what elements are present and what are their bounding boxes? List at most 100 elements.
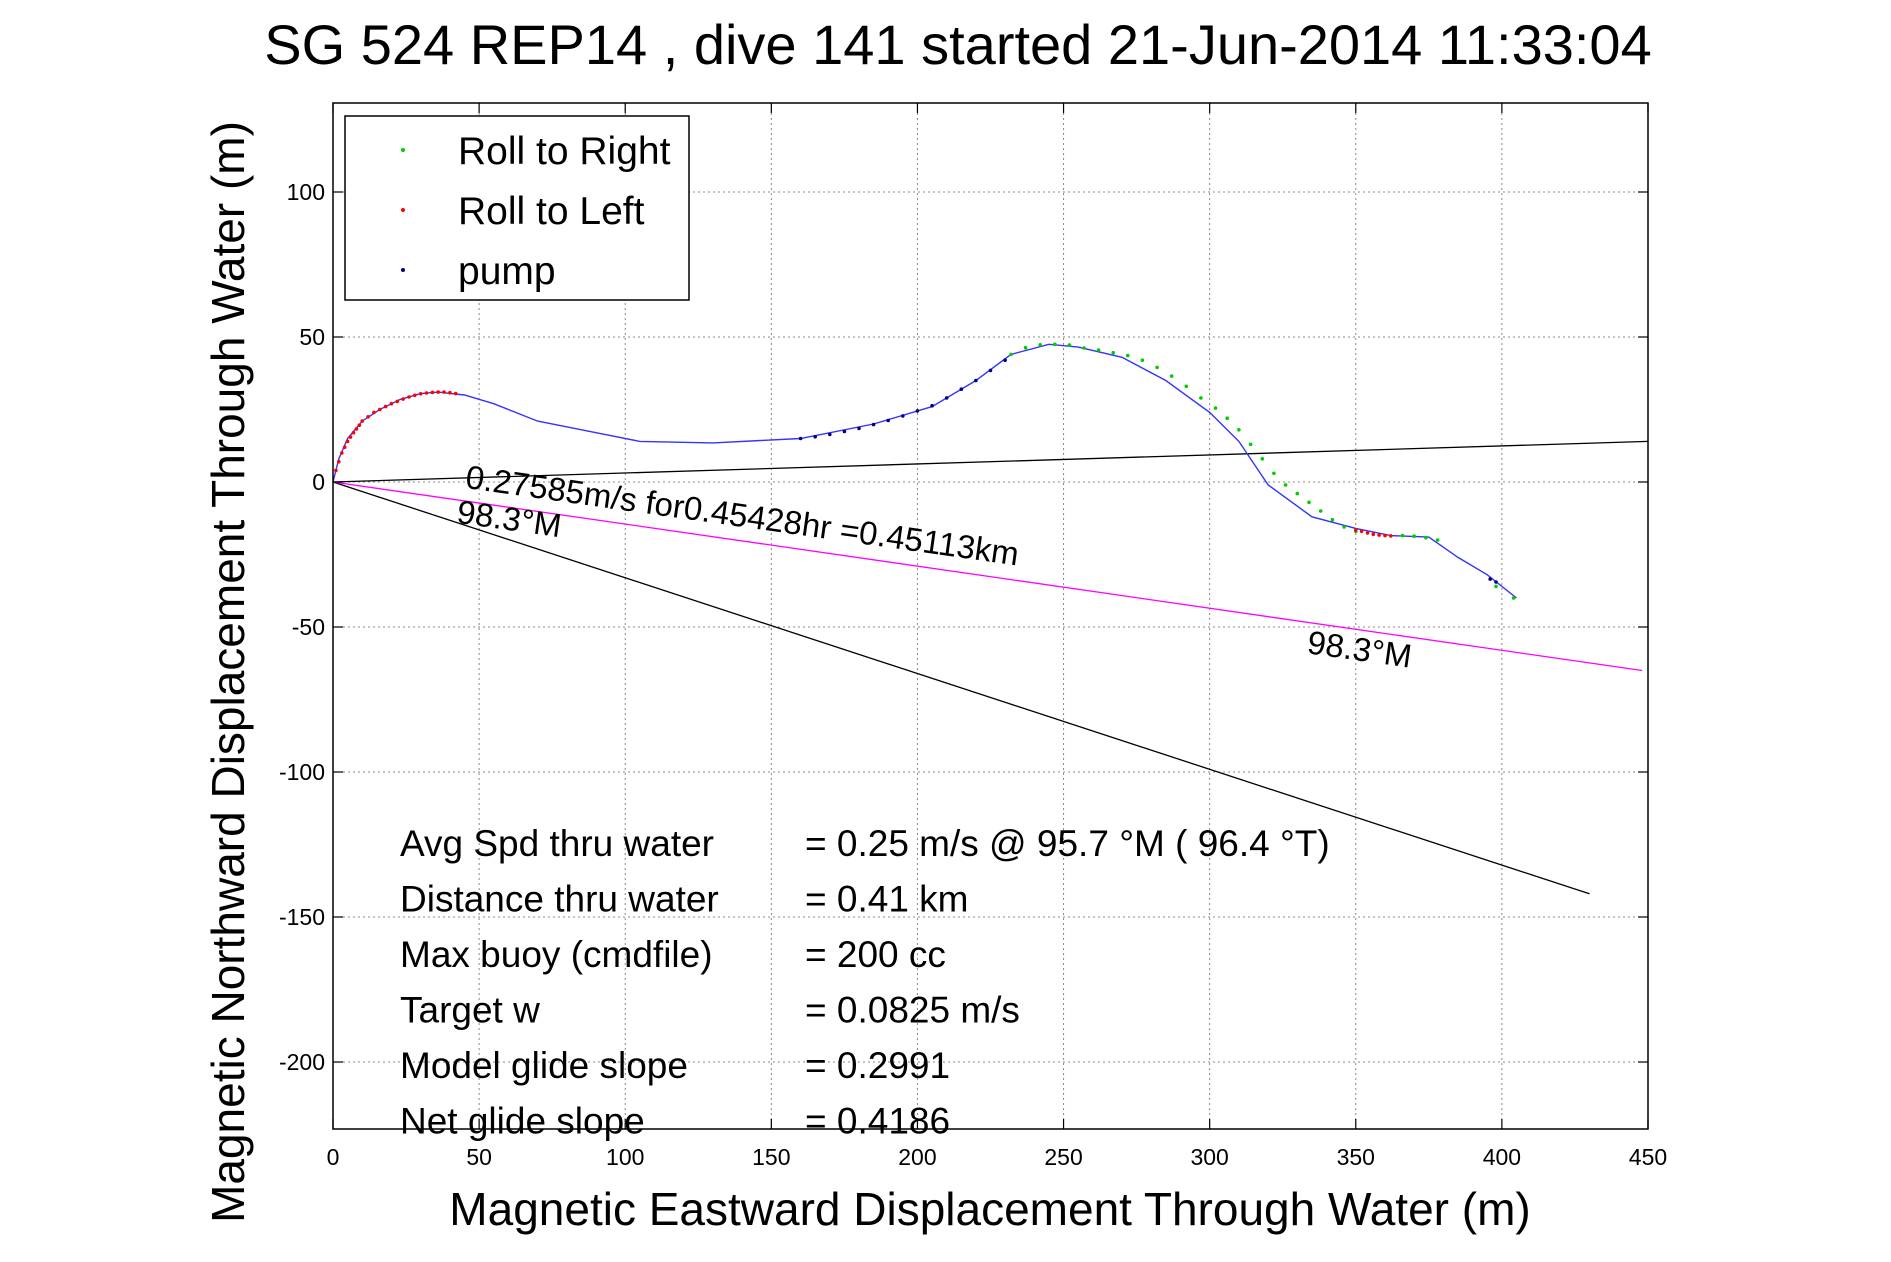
roll-to-left-point [1377, 533, 1381, 537]
stat-value: = 0.4186 [805, 1101, 950, 1142]
roll-to-left-point [1359, 529, 1364, 534]
roll-to-right-point [1400, 533, 1405, 538]
pump-point [959, 387, 964, 392]
pump-point [798, 436, 803, 441]
y-tick-label: 100 [287, 179, 325, 205]
stat-value: = 0.0825 m/s [805, 990, 1020, 1031]
roll-to-right-point [1260, 457, 1265, 461]
chart-title: SG 524 REP14 , dive 141 started 21-Jun-2… [264, 13, 1651, 76]
pump-point [1494, 580, 1498, 584]
x-tick-label: 400 [1483, 1144, 1521, 1170]
roll-to-right-point [1199, 396, 1203, 400]
roll-to-right-point [1330, 517, 1335, 522]
plot-frame [332, 102, 1649, 1130]
roll-to-left-point [1389, 534, 1393, 538]
stat-label: Avg Spd thru water [400, 823, 714, 864]
x-tick-label: 350 [1337, 1144, 1375, 1170]
legend-marker [401, 208, 405, 212]
pump-point [930, 403, 934, 408]
roll-to-right-point [1169, 374, 1174, 378]
legend-marker [401, 268, 405, 272]
pump-point [915, 409, 920, 413]
roll-to-right-point [1342, 525, 1346, 529]
roll-to-left-point [436, 390, 441, 394]
roll-to-left-point [442, 390, 446, 394]
roll-to-right-point [1237, 428, 1241, 432]
y-tick-label: 50 [299, 324, 325, 350]
roll-to-left-point [351, 430, 356, 435]
stat-value: = 200 cc [805, 934, 946, 975]
roll-to-left-point [453, 391, 458, 396]
dive-stats-block: Avg Spd thru water = 0.25 m/s @ 95.7 °M (… [400, 823, 1330, 1142]
legend-entry-label: Roll to Right [458, 130, 671, 173]
pump-point [886, 418, 890, 423]
pump-point [813, 435, 817, 439]
reference-line [332, 440, 1649, 483]
pump-point [974, 378, 978, 383]
roll-to-left-point [342, 445, 347, 450]
legend-entry-label: pump [458, 250, 556, 293]
legend-entry-label: Roll to Left [458, 190, 645, 233]
x-tick-label: 300 [1190, 1144, 1228, 1170]
roll-to-right-point [1155, 365, 1159, 370]
roll-to-left-point [424, 391, 429, 395]
pump-point [1488, 577, 1492, 581]
reference-line [332, 481, 1643, 672]
roll-to-left-point [360, 419, 365, 423]
roll-to-left-point [337, 459, 341, 464]
x-tick-label: 50 [466, 1144, 492, 1170]
x-tick-label: 100 [606, 1144, 644, 1170]
roll-to-left-point [1383, 533, 1387, 538]
pump-point [1003, 358, 1007, 363]
roll-to-left-point [340, 451, 344, 455]
stat-label: Target w [400, 990, 540, 1031]
x-axis-title: Magnetic Eastward Displacement Through W… [449, 1183, 1530, 1235]
axis-ticks [332, 103, 1649, 1129]
roll-to-right-point [1318, 509, 1323, 513]
x-tick-label: 0 [327, 1144, 340, 1170]
stat-label: Model glide slope [400, 1045, 688, 1086]
roll-to-left-point [348, 435, 353, 439]
pump-point [988, 368, 993, 373]
roll-to-left-point [1365, 531, 1370, 535]
roll-to-left-point [413, 393, 417, 398]
roll-to-right-point [1126, 353, 1130, 358]
y-tick-label: -50 [292, 614, 325, 640]
stat-value: = 0.41 km [805, 879, 969, 920]
roll-to-left-point [448, 390, 452, 395]
y-tick-label: -150 [279, 904, 325, 930]
x-tick-label: 150 [752, 1144, 790, 1170]
stat-label: Distance thru water [400, 879, 719, 920]
pump-point [842, 429, 847, 434]
roll-to-right-point [1184, 384, 1189, 389]
roll-to-right-point [1283, 483, 1288, 487]
roll-to-right-point [1213, 406, 1218, 410]
stat-label: Net glide slope [400, 1101, 645, 1142]
roll-to-left-point [407, 395, 411, 399]
roll-to-right-point [1053, 342, 1057, 347]
x-tick-label: 450 [1629, 1144, 1667, 1170]
roll-to-right-point [1494, 584, 1498, 589]
roll-to-right-point [1248, 442, 1253, 447]
y-tick-label: -200 [279, 1049, 325, 1075]
stat-label: Max buoy (cmdfile) [400, 934, 713, 975]
roll-to-right-point [1435, 538, 1440, 542]
reference-line [332, 481, 1590, 895]
roll-to-left-point [345, 439, 350, 444]
roll-to-right-point [1067, 343, 1072, 347]
y-tick-label: 0 [312, 469, 325, 495]
y-axis-tick-labels: -200 -150 -100 -50 0 50 100 [279, 179, 325, 1075]
roll-to-right-point [1009, 352, 1013, 357]
pump-point [828, 432, 832, 437]
reference-lines [332, 440, 1649, 895]
roll-to-right-point [1023, 345, 1028, 350]
roll-to-left-point [389, 401, 394, 406]
roll-to-right-point [1111, 350, 1115, 355]
stat-value: = 0.25 m/s @ 95.7 °M ( 96.4 °T) [805, 823, 1330, 864]
roll-to-right-point [1307, 500, 1311, 505]
roll-to-left-point [418, 392, 423, 396]
roll-to-right-point [1295, 491, 1300, 496]
roll-to-right-point [1412, 534, 1416, 538]
roll-to-right-point [1272, 471, 1276, 476]
roll-to-left-point [354, 427, 359, 431]
